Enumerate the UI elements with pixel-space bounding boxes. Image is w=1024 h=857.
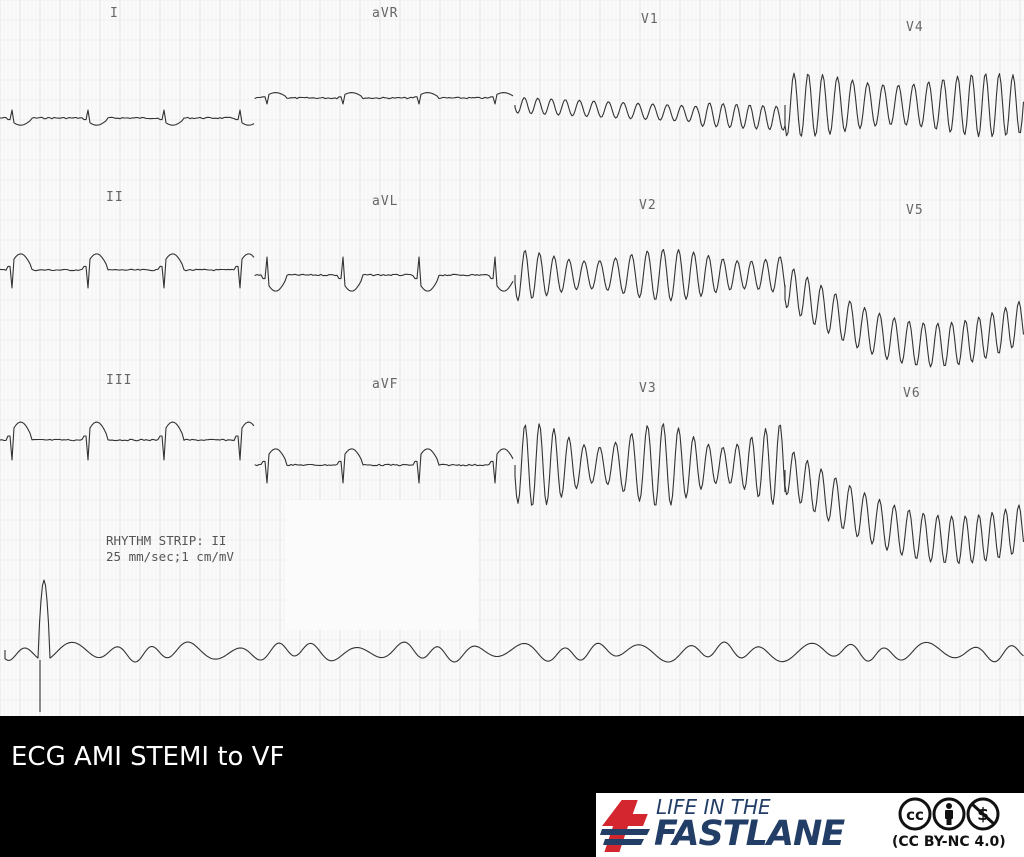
cc-license-icons: cc $ <box>898 797 1018 833</box>
license-text: (CC BY-NC 4.0) <box>892 834 1006 850</box>
lead-label-V2: V2 <box>639 198 657 213</box>
logo-text-main: FASTLANE <box>654 814 844 854</box>
trace-lead-V3 <box>515 424 785 505</box>
cc-icon: cc <box>900 799 930 829</box>
lead-label-V3: V3 <box>639 381 657 396</box>
lead-label-V4: V4 <box>906 20 924 35</box>
lead-label-III: III <box>106 373 132 388</box>
trace-lead-V2 <box>515 250 785 301</box>
lead-label-aVL: aVL <box>372 194 398 209</box>
noncommercial-icon: $ <box>968 799 998 829</box>
ecg-tracing: I aVR V1 V4 II aVL V2 V5 III aVF V3 V6 R… <box>0 0 1024 716</box>
lead-label-V6: V6 <box>903 386 921 401</box>
lead-label-V5: V5 <box>906 203 924 218</box>
attribution-icon <box>934 799 964 829</box>
trace-lead-V1 <box>515 98 785 131</box>
lead-label-II: II <box>106 190 124 205</box>
ecg-waveforms <box>0 0 1024 716</box>
trace-rhythm-strip-II <box>5 580 1024 662</box>
lead-label-I: I <box>110 6 119 21</box>
rhythm-strip-info: RHYTHM STRIP: II 25 mm/sec;1 cm/mV <box>106 533 234 565</box>
lead-label-aVF: aVF <box>372 377 398 392</box>
speed-calibration-label: 25 mm/sec;1 cm/mV <box>106 549 234 565</box>
lead-label-aVR: aVR <box>372 6 398 21</box>
svg-text:cc: cc <box>906 806 924 824</box>
image-caption: ECG AMI STEMI to VF <box>11 742 284 772</box>
lead-label-V1: V1 <box>641 12 659 27</box>
rhythm-strip-label: RHYTHM STRIP: II <box>106 533 234 549</box>
lifeinthefastlane-logo: LIFE IN THE FASTLANE cc $ (CC BY-NC 4.0) <box>596 793 1024 857</box>
logo-cross-icon <box>600 798 654 854</box>
